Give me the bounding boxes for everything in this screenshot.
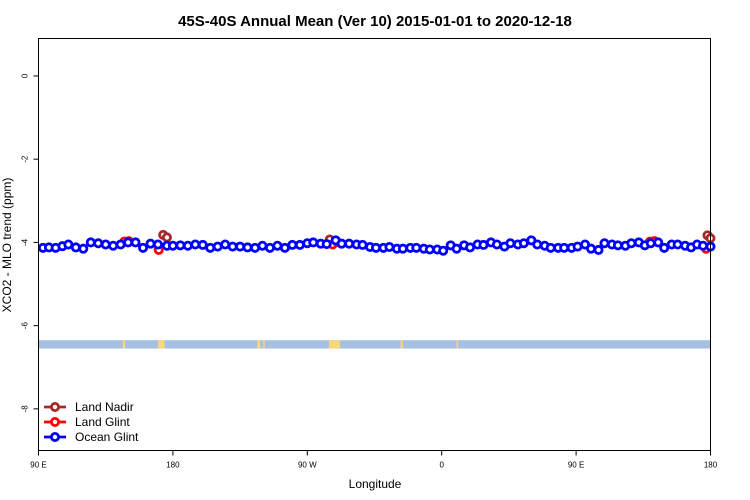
data-point: [161, 232, 172, 243]
data-point: [672, 239, 683, 250]
data-point: [698, 240, 709, 251]
data-point: [586, 243, 597, 254]
legend-label: Land Glint: [75, 415, 130, 429]
y-tick-label: -6: [21, 322, 30, 330]
x-tick-label: 180: [704, 461, 718, 470]
x-axis: 90 E 180 90 W 0 90 E 180: [30, 450, 718, 470]
legend-label: Ocean Glint: [75, 430, 139, 444]
data-point: [397, 243, 408, 254]
land-segment: [258, 340, 261, 349]
data-point: [145, 238, 156, 249]
x-tick-label: 0: [439, 461, 444, 470]
data-point: [451, 243, 462, 254]
series-ocean-glint: [37, 235, 716, 256]
data-point: [599, 238, 610, 249]
data-point: [138, 242, 149, 253]
legend-item: Ocean Glint: [44, 430, 139, 444]
y-tick-label: -4: [21, 238, 30, 246]
land-segment: [328, 340, 341, 349]
data-point: [152, 239, 163, 250]
data-point: [108, 240, 119, 251]
x-tick-label: 90 E: [568, 461, 584, 470]
land-strip: [39, 340, 710, 349]
data-point: [653, 237, 664, 248]
data-point: [308, 237, 319, 248]
x-axis-label: Longitude: [349, 477, 402, 491]
legend-item: Land Glint: [44, 415, 130, 429]
land-segment: [258, 340, 260, 349]
data-point: [93, 238, 104, 249]
y-axis-label: XCO2 - MLO trend (ppm): [0, 178, 14, 313]
x-tick-label: 90 E: [30, 461, 46, 470]
data-point: [235, 241, 246, 252]
data-point: [70, 242, 81, 253]
x-tick-label: 180: [166, 461, 180, 470]
y-tick-label: -8: [21, 405, 30, 413]
legend-label: Land Nadir: [75, 400, 134, 414]
plot-frame: [38, 38, 711, 451]
data-point: [411, 242, 422, 253]
data-point: [321, 239, 332, 250]
land-segment: [157, 340, 165, 349]
data-point: [645, 238, 656, 249]
land-segment: [122, 340, 126, 349]
data-point: [344, 238, 355, 249]
data-point: [532, 239, 543, 250]
x-tick-label: 90 W: [298, 461, 317, 470]
data-point: [182, 240, 193, 251]
data-point: [384, 241, 395, 252]
data-point: [626, 238, 637, 249]
land-segment: [263, 340, 265, 349]
y-axis: 0 -2 -4 -6 -8: [21, 73, 39, 412]
data-point: [294, 239, 305, 250]
data-point: [438, 245, 449, 256]
data-point: [205, 242, 216, 253]
chart-title: 45S-40S Annual Mean (Ver 10) 2015-01-01 …: [178, 13, 572, 30]
y-tick-label: 0: [21, 73, 30, 78]
data-point: [659, 242, 670, 253]
ocean-strip: [39, 340, 710, 349]
data-point: [85, 237, 96, 248]
data-point: [78, 243, 89, 254]
legend-item: Land Nadir: [44, 400, 134, 414]
land-segment: [456, 340, 459, 349]
y-tick-label: -2: [21, 155, 30, 163]
data-point: [100, 239, 111, 250]
land-segment: [400, 340, 403, 349]
legend-marker: [50, 416, 61, 427]
data-point: [130, 237, 141, 248]
data-point: [505, 238, 516, 249]
legend-marker: [50, 431, 61, 442]
series-layer: [37, 229, 716, 256]
data-point: [593, 244, 604, 255]
legend-marker: [50, 401, 61, 412]
